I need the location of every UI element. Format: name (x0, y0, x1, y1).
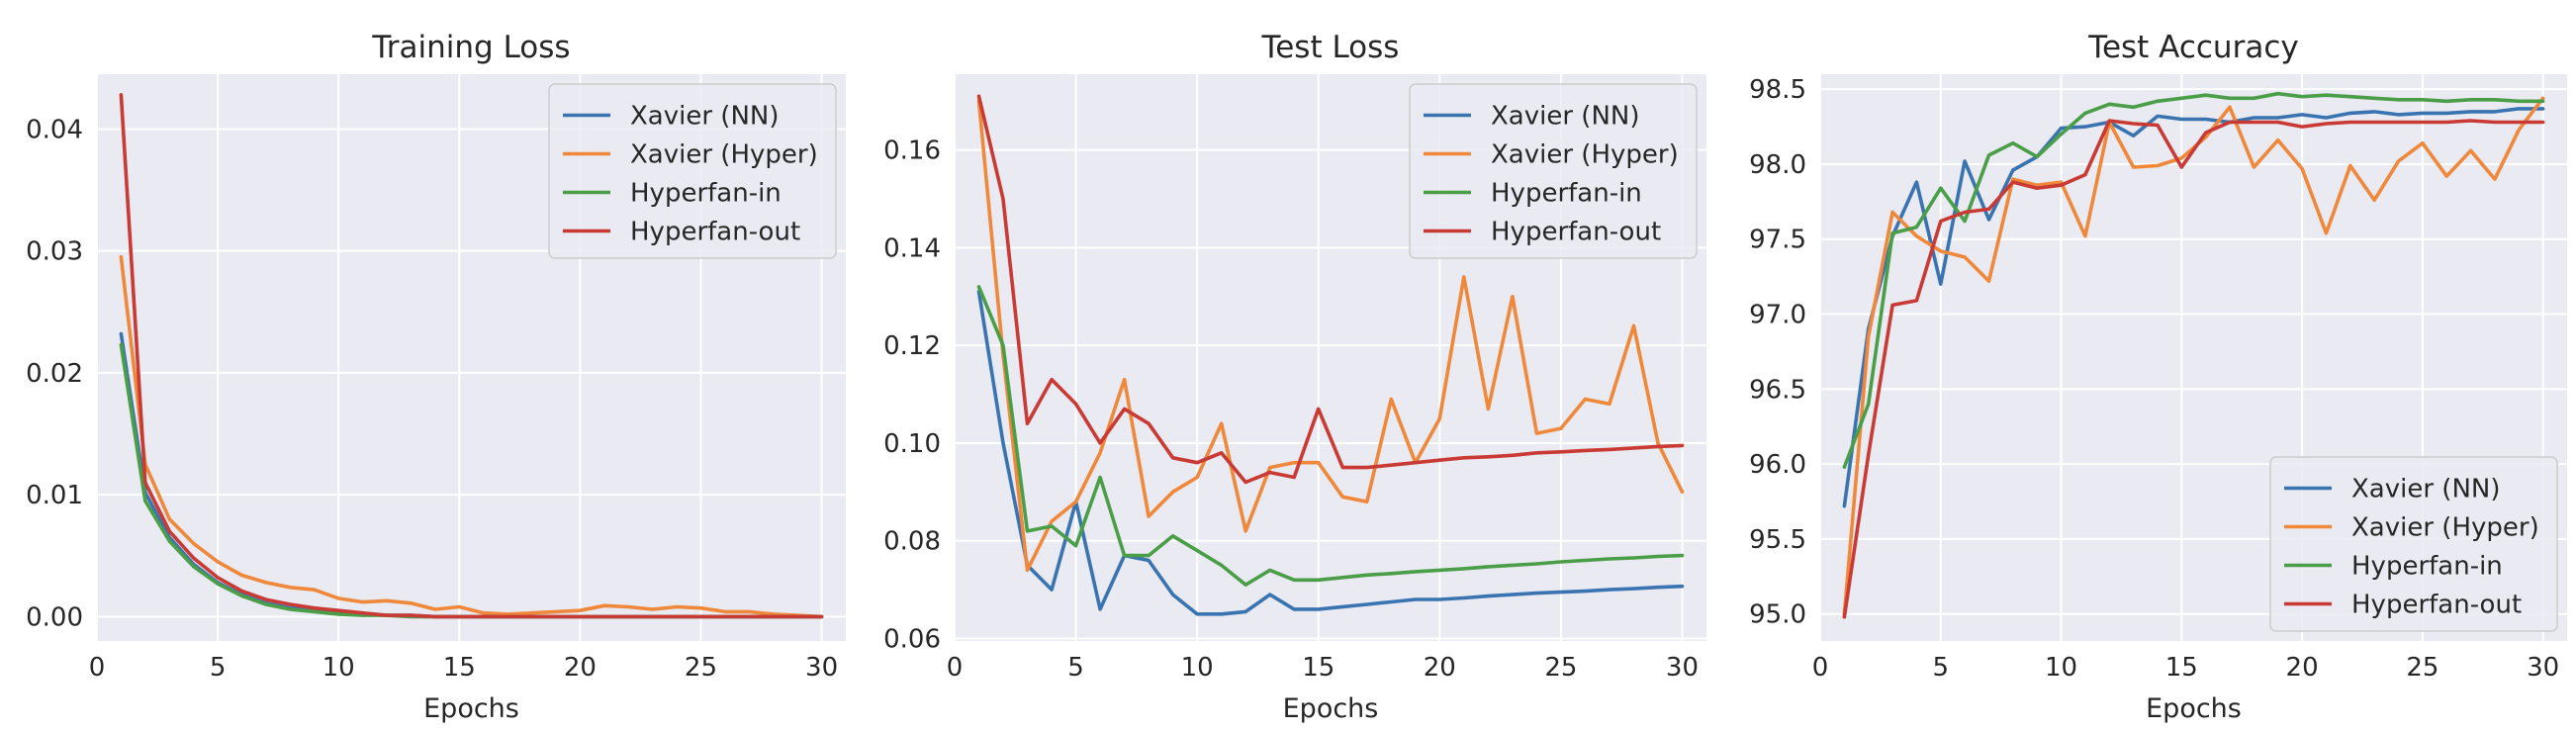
legend-label: Hyperfan-in (2351, 552, 2503, 582)
x-tick-label: 5 (1933, 653, 1950, 683)
legend-label: Xavier (NN) (2351, 475, 2501, 504)
y-tick-label: 96.5 (1749, 375, 1806, 405)
x-tick-label: 0 (89, 653, 106, 683)
y-tick-label: 97.0 (1749, 301, 1806, 330)
legend-label: Hyperfan-out (1491, 218, 1661, 247)
y-tick-label: 0.16 (883, 137, 941, 166)
legend-label: Hyperfan-in (1491, 179, 1642, 209)
x-tick-label: 30 (1666, 653, 1699, 683)
y-tick-label: 0.01 (26, 481, 83, 510)
y-tick-label: 96.0 (1749, 450, 1806, 480)
x-tick-label: 15 (443, 653, 476, 683)
y-tick-label: 95.5 (1749, 525, 1806, 555)
x-tick-label: 5 (210, 653, 227, 683)
series-line-xavier-nn (1842, 107, 2545, 508)
x-tick-label: 10 (322, 653, 355, 683)
y-tick-label: 0.00 (26, 602, 83, 632)
x-tick-label: 20 (564, 653, 597, 683)
series-line-xavier-nn (976, 289, 1685, 616)
series-line-hyperfan-in (1842, 91, 2545, 470)
x-tick-label: 5 (1067, 653, 1084, 683)
x-tick-label: 25 (2406, 653, 2438, 683)
y-tick-label: 0.08 (883, 527, 941, 557)
x-tick-label: 15 (2165, 653, 2198, 683)
x-tick-label: 25 (685, 653, 717, 683)
chart-panel-2: 0 5 10 15 20 25 30 0.06 0.08 0.10 0.12 0.14 0.16 Test… (883, 30, 1706, 724)
legend-label: Xavier (Hyper) (630, 140, 818, 170)
y-tick-label: 97.5 (1749, 226, 1806, 255)
legend: Xavier (NN) Xavier (Hyper) Hyperfan-in Hype… (2269, 456, 2558, 632)
legend-box (548, 83, 837, 259)
x-tick-label: 0 (947, 653, 964, 683)
y-tick-label: 0.03 (26, 237, 83, 267)
chart-panel-1: 0 5 10 15 20 25 30 0.00 0.01 0.02 0.03 0.04 Training… (26, 30, 846, 724)
legend-label: Hyperfan-out (630, 218, 800, 247)
chart-panel-3: 0 5 10 15 20 25 30 95.0 95.5 96.0 96.5 97.0 97.5 98.0… (1749, 30, 2567, 724)
y-tick-label: 98.5 (1749, 75, 1806, 105)
x-tick-label: 30 (805, 653, 838, 683)
y-tick-label: 98.0 (1749, 150, 1806, 180)
series-line-hyperfan-out (1842, 119, 2545, 619)
x-tick-label: 30 (2527, 653, 2559, 683)
series-line-hyperfan-out (119, 93, 824, 619)
legend-label: Xavier (NN) (1491, 102, 1640, 132)
y-tick-label: 0.06 (883, 625, 941, 655)
x-tick-label: 10 (1181, 653, 1214, 683)
x-tick-label: 0 (1812, 653, 1829, 683)
x-axis-label: Epochs (2146, 693, 2242, 724)
x-tick-label: 20 (1424, 653, 1456, 683)
series-line-hyperfan-out (976, 94, 1685, 485)
y-tick-label: 0.02 (26, 359, 83, 389)
series-line-hyperfan-in (976, 285, 1685, 588)
y-tick-label: 0.04 (26, 115, 83, 144)
legend-label: Hyperfan-in (630, 179, 782, 209)
chart-title: Training Loss (371, 30, 570, 65)
series-line-xavier-hyper (976, 99, 1685, 573)
legend-label: Xavier (Hyper) (2351, 513, 2539, 543)
y-tick-label: 0.10 (883, 429, 941, 459)
series-line-xavier-hyper (119, 254, 824, 619)
x-tick-label: 10 (2045, 653, 2077, 683)
chart-title: Test Accuracy (2087, 30, 2298, 65)
y-tick-label: 0.12 (883, 331, 941, 361)
x-axis-label: Epochs (1283, 693, 1379, 724)
y-tick-label: 95.0 (1749, 600, 1806, 630)
x-axis-label: Epochs (423, 693, 519, 724)
chart-title: Test Loss (1261, 30, 1400, 65)
y-tick-label: 0.14 (883, 233, 941, 263)
legend-label: Xavier (NN) (630, 102, 780, 132)
x-tick-label: 25 (1544, 653, 1577, 683)
x-tick-label: 20 (2286, 653, 2319, 683)
legend-label: Xavier (Hyper) (1491, 140, 1679, 170)
legend: Xavier (NN) Xavier (Hyper) Hyperfan-in Hype… (548, 83, 837, 259)
legend: Xavier (NN) Xavier (Hyper) Hyperfan-in Hype… (1409, 83, 1698, 259)
legend-label: Hyperfan-out (2351, 591, 2522, 620)
x-tick-label: 15 (1302, 653, 1334, 683)
legend-box (2269, 456, 2558, 632)
legend-box (1409, 83, 1698, 259)
